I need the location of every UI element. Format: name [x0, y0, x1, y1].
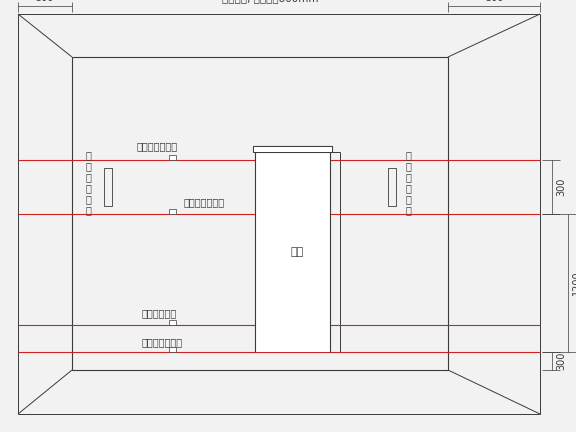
Text: 阴: 阴: [405, 150, 411, 160]
Text: 角: 角: [405, 172, 411, 182]
Bar: [388, 168, 396, 206]
Bar: [169, 347, 176, 352]
Bar: [255, 152, 330, 352]
Text: 门洞: 门洞: [291, 247, 304, 257]
Text: 施工水平标准线: 施工水平标准线: [184, 197, 225, 207]
Bar: [104, 168, 112, 206]
Text: 门头水平标准线: 门头水平标准线: [137, 141, 178, 151]
Text: 线: 线: [405, 205, 411, 215]
Text: 300: 300: [556, 352, 566, 370]
Bar: [169, 155, 176, 160]
Text: 准: 准: [85, 194, 91, 204]
Text: 线: 线: [85, 205, 91, 215]
Text: 阳: 阳: [405, 161, 411, 171]
Text: 300: 300: [556, 178, 566, 196]
Text: 300: 300: [485, 0, 503, 3]
Text: 标: 标: [85, 183, 91, 193]
Text: 300: 300: [36, 0, 54, 3]
Text: 堆柱正中, 且不小于800mm: 堆柱正中, 且不小于800mm: [222, 0, 319, 3]
Text: 准: 准: [405, 194, 411, 204]
Text: 阴: 阴: [85, 150, 91, 160]
Bar: [169, 209, 176, 214]
Text: 完成地面标高线: 完成地面标高线: [142, 337, 183, 347]
Text: 1200: 1200: [572, 271, 576, 295]
Bar: [72, 57, 448, 370]
Text: 标: 标: [405, 183, 411, 193]
Bar: [253, 146, 332, 152]
Bar: [169, 320, 176, 325]
Text: 阳: 阳: [85, 161, 91, 171]
Text: 踢脚线标准线: 踢脚线标准线: [142, 308, 177, 318]
Text: 角: 角: [85, 172, 91, 182]
